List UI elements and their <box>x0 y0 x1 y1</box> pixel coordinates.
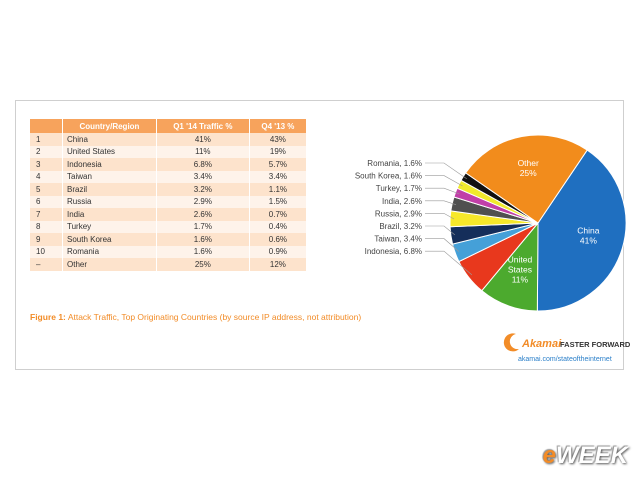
pie-label-romania: Romania, 1.6% <box>367 159 422 168</box>
cell-q4: 0.9% <box>249 245 308 258</box>
cell-q1: 41% <box>156 133 250 146</box>
table-row: 5 Brazil 3.2% 1.1% <box>30 183 308 196</box>
table-row: 3 Indonesia 6.8% 5.7% <box>30 158 308 171</box>
cell-q1: 1.6% <box>156 233 250 246</box>
cell-q1: 1.7% <box>156 220 250 233</box>
leader-line <box>425 225 455 236</box>
cell-q1: 2.6% <box>156 208 250 221</box>
cell-q4: 12% <box>249 258 308 271</box>
table-row: 2 United States 11% 19% <box>30 145 308 158</box>
cell-q4: 0.6% <box>249 233 308 246</box>
table-row: 4 Taiwan 3.4% 3.4% <box>30 170 308 183</box>
pie-label-taiwan: Taiwan, 3.4% <box>374 235 422 244</box>
cell-q4: 0.4% <box>249 220 308 233</box>
table-row: 10 Romania 1.6% 0.9% <box>30 245 308 258</box>
cell-rank: 7 <box>30 208 63 221</box>
table-row: – Other 25% 12% <box>30 258 308 271</box>
cell-q4: 3.4% <box>249 170 308 183</box>
cell-country: Brazil <box>62 183 157 196</box>
cell-q1: 25% <box>156 258 250 271</box>
akamai-swoosh-icon <box>503 333 519 352</box>
pie-label-turkey: Turkey, 1.7% <box>376 184 422 193</box>
logo-tagline: FASTER FORWARD <box>560 340 631 349</box>
cell-rank: 2 <box>30 145 63 158</box>
cell-q4: 1.1% <box>249 183 308 196</box>
pie-label-russia: Russia, 2.9% <box>375 209 422 218</box>
pie-label-brazil: Brazil, 3.2% <box>379 222 422 231</box>
cell-country: Russia <box>62 195 157 208</box>
cell-q1: 1.6% <box>156 245 250 258</box>
caption-figure-label: Figure 1: <box>30 312 66 322</box>
cell-rank: 6 <box>30 195 63 208</box>
pie-label-indonesia: Indonesia, 6.8% <box>365 247 422 256</box>
cell-country: Romania <box>62 245 157 258</box>
cell-country: Taiwan <box>62 170 157 183</box>
logo-name: Akamai <box>522 338 562 350</box>
cell-rank: 4 <box>30 170 63 183</box>
caption-text: Attack Traffic, Top Originating Countrie… <box>67 312 362 322</box>
table-row: 9 South Korea 1.6% 0.6% <box>30 233 308 246</box>
cell-rank: 1 <box>30 133 63 146</box>
table-row: 8 Turkey 1.7% 0.4% <box>30 220 308 233</box>
pie-slice-other <box>464 134 588 224</box>
cell-q1: 3.2% <box>156 183 250 196</box>
leader-line <box>425 175 463 187</box>
cell-q1: 2.9% <box>156 195 250 208</box>
akamai-logo: Akamai FASTER FORWARD akamai.com/stateof… <box>502 332 630 368</box>
cell-q1: 11% <box>156 145 250 158</box>
watermark-rest: WEEK <box>556 442 628 469</box>
eweek-watermark: eWEEK <box>543 442 628 470</box>
col-q1-header: Q1 '14 Traffic % <box>156 119 250 133</box>
col-country-header: Country/Region <box>62 119 157 133</box>
table-row: 7 India 2.6% 0.7% <box>30 208 308 221</box>
cell-country: Turkey <box>62 220 157 233</box>
cell-q1: 6.8% <box>156 158 250 171</box>
traffic-table: Country/Region Q1 '14 Traffic % Q4 '13 %… <box>30 119 308 271</box>
pie-label-south-korea: South Korea, 1.6% <box>355 172 422 181</box>
cell-rank: 8 <box>30 220 63 233</box>
cell-rank: 5 <box>30 183 63 196</box>
leader-line <box>425 200 457 205</box>
cell-q4: 19% <box>249 145 308 158</box>
pie-label-china: China 41% <box>577 226 599 246</box>
leader-line <box>425 162 467 179</box>
table-body: 1 China 41% 43% 2 United States 11% 19% 3 Indones… <box>30 133 308 271</box>
cell-country: United States <box>62 145 157 158</box>
cell-rank: 10 <box>30 245 63 258</box>
table-header-row: Country/Region Q1 '14 Traffic % Q4 '13 % <box>30 119 308 133</box>
leader-line <box>425 213 455 220</box>
cell-country: South Korea <box>62 233 157 246</box>
leader-line <box>425 238 460 252</box>
table-row: 1 China 41% 43% <box>30 133 308 146</box>
cell-rank: 3 <box>30 158 63 171</box>
logo-url[interactable]: akamai.com/stateoftheinternet <box>518 356 612 363</box>
figure-caption: Figure 1: Attack Traffic, Top Originatin… <box>30 312 361 322</box>
cell-q4: 43% <box>249 133 308 146</box>
col-rank-header <box>30 119 63 133</box>
table-row: 6 Russia 2.9% 1.5% <box>30 195 308 208</box>
cell-country: Other <box>62 258 157 271</box>
cell-q4: 0.7% <box>249 208 308 221</box>
cell-q1: 3.4% <box>156 170 250 183</box>
cell-country: Indonesia <box>62 158 157 171</box>
cell-q4: 1.5% <box>249 195 308 208</box>
cell-q4: 5.7% <box>249 158 308 171</box>
cell-country: India <box>62 208 157 221</box>
leader-line <box>425 250 473 276</box>
cell-country: China <box>62 133 157 146</box>
pie-chart: China 41% United States 11% Other 25% Romania, … <box>355 134 626 311</box>
pie-label-india: India, 2.6% <box>382 197 422 206</box>
cell-rank: – <box>30 258 63 271</box>
pie-label-united-states: United States 11% <box>508 255 533 285</box>
figure-card: Country/Region Q1 '14 Traffic % Q4 '13 %… <box>15 100 630 370</box>
pie-slice-china <box>536 149 626 311</box>
cell-rank: 9 <box>30 233 63 246</box>
leader-line <box>425 187 460 195</box>
col-q4-header: Q4 '13 % <box>249 119 308 133</box>
watermark-e: e <box>542 442 556 469</box>
pie-label-other: Other 25% <box>518 158 539 178</box>
